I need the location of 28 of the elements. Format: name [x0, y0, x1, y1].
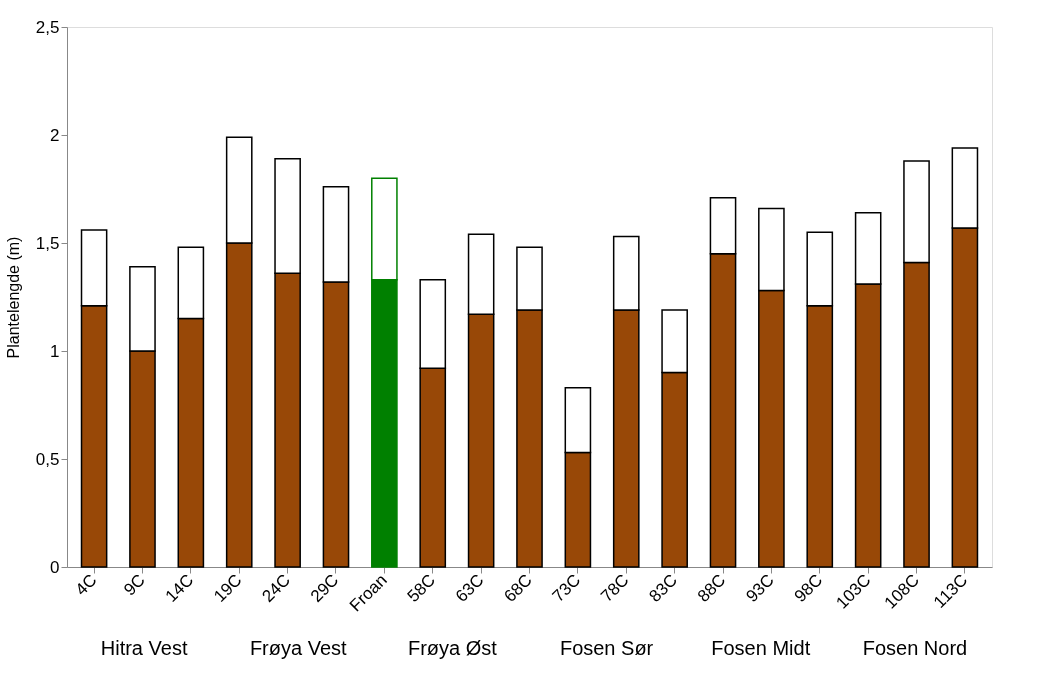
x-tick-label: 14C [161, 570, 198, 606]
y-tick-label: 0,5 [35, 449, 60, 469]
x-tick-label: 83C [645, 570, 681, 606]
y-tick-label: 2 [50, 125, 60, 145]
x-tick-label: 9C [120, 570, 149, 600]
x-tick-label: 24C [258, 570, 294, 606]
x-tick-label: 29C [306, 570, 343, 606]
y-axis-title: Plantelengde (m) [4, 236, 22, 359]
text: Fosen Nord [862, 637, 968, 659]
y-tick-label: 1 [50, 341, 60, 361]
x-tick-label: 4C [71, 570, 101, 600]
y-tick-label: 1,5 [35, 233, 60, 253]
x-tick-label: 78C [597, 570, 633, 606]
text: Frøya Øst [407, 637, 498, 659]
y-tick-label: 2,5 [35, 17, 60, 37]
x-tick-label: 93C [742, 570, 778, 606]
text: Fosen Midt [711, 637, 811, 659]
text: Fosen Sør [559, 637, 654, 659]
x-tick-label: 63C [452, 570, 488, 606]
text: Frøya Vest [249, 637, 348, 659]
x-tick-label: 88C [693, 570, 730, 606]
x-tick-label: 58C [403, 570, 440, 606]
x-tick-label: 98C [790, 570, 827, 606]
text: Hitra Vest [100, 637, 188, 659]
x-tick-label: 68C [500, 570, 536, 606]
y-tick-label: 0 [50, 557, 60, 577]
x-tick-label: 73C [548, 570, 585, 606]
x-tick-label: 19C [210, 570, 246, 606]
